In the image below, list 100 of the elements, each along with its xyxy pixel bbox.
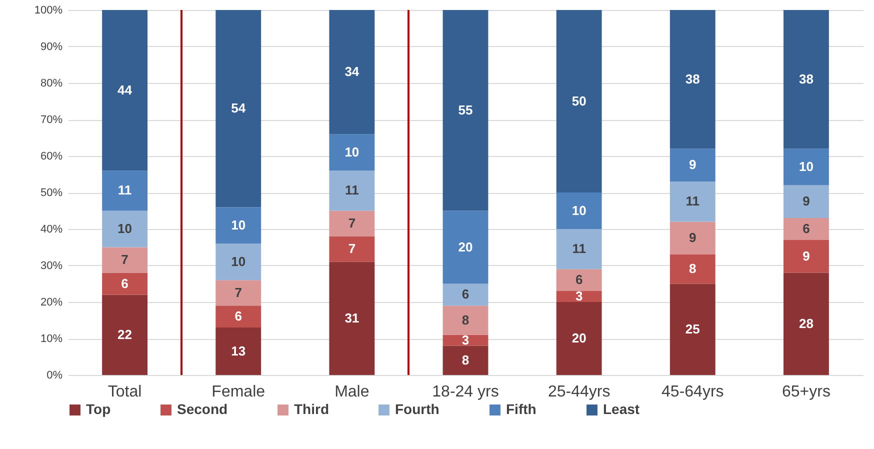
bar bbox=[329, 236, 375, 262]
bar bbox=[670, 254, 716, 284]
bar bbox=[216, 207, 262, 244]
data-label: 7 bbox=[348, 216, 356, 231]
bar bbox=[442, 306, 488, 335]
y-tick-label: 100% bbox=[34, 4, 63, 16]
bar bbox=[670, 148, 716, 182]
data-label: 8 bbox=[462, 352, 470, 368]
data-label: 9 bbox=[689, 157, 696, 172]
data-label: 22 bbox=[118, 326, 132, 342]
data-label: 20 bbox=[572, 330, 586, 346]
data-label: 6 bbox=[462, 286, 470, 302]
bar bbox=[102, 294, 148, 375]
bar bbox=[216, 10, 262, 208]
bar bbox=[784, 148, 829, 186]
data-label: 11 bbox=[345, 182, 359, 198]
x-tick-label: Male bbox=[334, 384, 370, 400]
data-label: 6 bbox=[802, 221, 810, 236]
bar bbox=[670, 284, 716, 375]
y-tick-label: 60% bbox=[40, 150, 63, 162]
bar bbox=[102, 10, 148, 171]
bar bbox=[442, 10, 488, 211]
data-label: 6 bbox=[121, 276, 128, 291]
legend-label: Fifth bbox=[506, 401, 536, 417]
bar bbox=[670, 222, 716, 255]
data-label: 3 bbox=[462, 332, 470, 348]
bar bbox=[216, 306, 262, 328]
data-label: 10 bbox=[572, 202, 586, 218]
data-label: 50 bbox=[572, 93, 586, 108]
data-label: 10 bbox=[798, 158, 814, 174]
bar bbox=[442, 210, 488, 284]
y-tick-label: 0% bbox=[46, 370, 63, 382]
data-label: 11 bbox=[118, 182, 132, 198]
bar bbox=[670, 10, 716, 149]
bar bbox=[556, 229, 602, 270]
data-label: 10 bbox=[344, 144, 360, 160]
bar bbox=[102, 170, 148, 211]
bar bbox=[329, 170, 375, 211]
bar bbox=[442, 284, 488, 306]
legend-label: Third bbox=[294, 401, 329, 417]
data-label: 8 bbox=[689, 261, 696, 276]
data-label: 9 bbox=[802, 248, 810, 264]
bar bbox=[784, 185, 829, 218]
data-label: 7 bbox=[234, 284, 242, 300]
y-tick-label: 70% bbox=[40, 114, 63, 126]
y-tick-label: 50% bbox=[40, 187, 63, 199]
bar bbox=[556, 192, 602, 229]
data-label: 10 bbox=[118, 221, 132, 236]
data-label: 8 bbox=[462, 312, 470, 328]
bar bbox=[216, 328, 262, 375]
bar bbox=[784, 10, 829, 149]
x-tick-label: Total bbox=[108, 384, 142, 400]
data-label: 9 bbox=[802, 194, 810, 209]
bar bbox=[784, 218, 829, 240]
y-tick-label: 90% bbox=[40, 41, 63, 53]
data-label: 10 bbox=[231, 217, 246, 232]
data-label: 31 bbox=[344, 310, 360, 326]
x-tick-label: Female bbox=[212, 384, 266, 400]
data-label: 7 bbox=[121, 252, 128, 268]
x-tick-label: 25-44yrs bbox=[548, 384, 610, 400]
legend-label: Least bbox=[603, 401, 640, 417]
data-label: 13 bbox=[231, 343, 246, 358]
data-label: 28 bbox=[798, 316, 814, 331]
y-tick-label: 20% bbox=[40, 296, 63, 308]
bar bbox=[102, 272, 148, 295]
data-label: 54 bbox=[231, 100, 246, 116]
y-tick-label: 10% bbox=[40, 333, 63, 345]
bar bbox=[670, 182, 716, 222]
data-label: 38 bbox=[685, 71, 700, 86]
x-tick-label: 18-24 yrs bbox=[432, 384, 499, 400]
bar bbox=[102, 210, 148, 248]
bar bbox=[329, 10, 375, 134]
data-label: 38 bbox=[798, 71, 814, 86]
legend-label: Fourth bbox=[395, 401, 440, 417]
legend-label: Top bbox=[86, 401, 111, 417]
x-tick-label: 45-64yrs bbox=[662, 384, 724, 400]
bar bbox=[556, 302, 602, 375]
data-label: 9 bbox=[689, 230, 696, 246]
bar bbox=[556, 291, 602, 302]
bar bbox=[784, 240, 829, 273]
y-tick-label: 30% bbox=[40, 260, 63, 272]
bar bbox=[216, 280, 262, 306]
data-label: 25 bbox=[685, 321, 700, 336]
bar bbox=[216, 244, 262, 280]
legend-label: Second bbox=[177, 401, 228, 417]
bar bbox=[329, 210, 375, 236]
bar bbox=[329, 134, 375, 171]
bar bbox=[784, 272, 829, 375]
data-label: 20 bbox=[458, 239, 473, 254]
data-label: 6 bbox=[234, 308, 242, 324]
y-tick-label: 40% bbox=[40, 224, 63, 236]
data-label: 7 bbox=[348, 241, 356, 256]
bar bbox=[102, 247, 148, 273]
x-tick-label: 65+yrs bbox=[782, 384, 830, 400]
bar bbox=[442, 346, 488, 375]
bar bbox=[329, 262, 375, 375]
y-tick-label: 80% bbox=[40, 78, 63, 90]
bar bbox=[556, 269, 602, 292]
data-label: 3 bbox=[575, 288, 583, 304]
data-label: 11 bbox=[686, 194, 700, 209]
